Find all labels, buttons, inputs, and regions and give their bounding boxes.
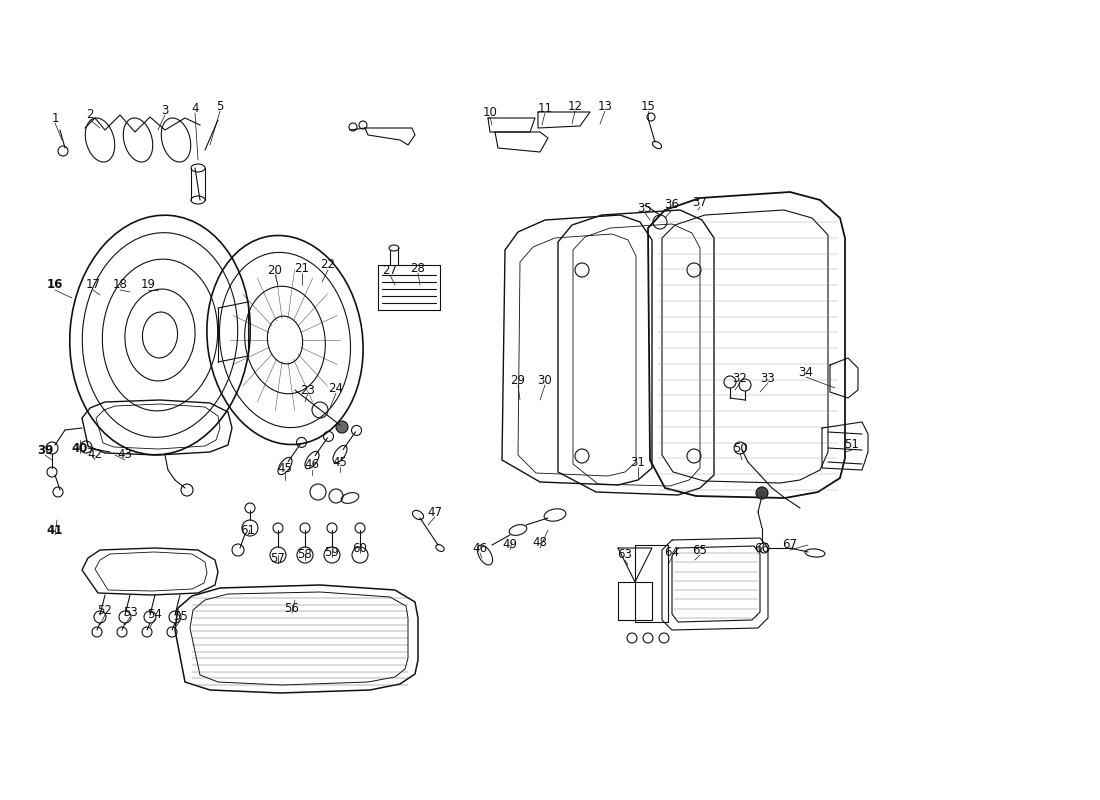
Text: 51: 51 <box>845 438 859 451</box>
Text: 64: 64 <box>664 546 680 558</box>
Text: 36: 36 <box>664 198 680 211</box>
Text: 32: 32 <box>733 371 747 385</box>
Text: 3: 3 <box>162 103 168 117</box>
Text: 67: 67 <box>782 538 797 551</box>
Text: 28: 28 <box>410 262 426 274</box>
Text: 63: 63 <box>617 549 632 562</box>
Text: 37: 37 <box>693 195 707 209</box>
Text: 57: 57 <box>271 551 285 565</box>
Text: 16: 16 <box>47 278 63 291</box>
Text: 12: 12 <box>568 99 583 113</box>
Text: 41: 41 <box>47 523 63 537</box>
Text: 10: 10 <box>483 106 497 118</box>
Text: 4: 4 <box>191 102 199 114</box>
Text: 40: 40 <box>72 442 88 454</box>
Text: 60: 60 <box>353 542 367 554</box>
Text: 18: 18 <box>112 278 128 291</box>
Text: 13: 13 <box>597 99 613 113</box>
Text: 39: 39 <box>36 443 53 457</box>
Text: 54: 54 <box>147 607 163 621</box>
Circle shape <box>756 487 768 499</box>
Text: 22: 22 <box>320 258 336 271</box>
Text: 31: 31 <box>630 455 646 469</box>
Text: 2: 2 <box>86 109 94 122</box>
Text: 42: 42 <box>88 449 102 462</box>
Text: 17: 17 <box>86 278 100 291</box>
Text: 19: 19 <box>141 278 155 291</box>
Text: 53: 53 <box>122 606 138 618</box>
Text: 59: 59 <box>324 546 340 558</box>
Text: 5: 5 <box>217 99 223 113</box>
Text: 23: 23 <box>300 383 316 397</box>
Text: 50: 50 <box>733 442 747 454</box>
Text: 21: 21 <box>295 262 309 274</box>
Text: 49: 49 <box>503 538 517 551</box>
Text: 56: 56 <box>285 602 299 614</box>
Text: 45: 45 <box>277 462 293 474</box>
Text: 58: 58 <box>298 549 312 562</box>
Text: 52: 52 <box>98 603 112 617</box>
Text: 61: 61 <box>241 523 255 537</box>
Text: 55: 55 <box>173 610 187 622</box>
Text: 46: 46 <box>473 542 487 554</box>
Text: 33: 33 <box>760 371 775 385</box>
Circle shape <box>336 421 348 433</box>
Text: 47: 47 <box>428 506 442 518</box>
Text: 65: 65 <box>693 543 707 557</box>
Text: 15: 15 <box>640 99 656 113</box>
Text: 27: 27 <box>383 263 397 277</box>
Text: 45: 45 <box>332 455 348 469</box>
Text: 20: 20 <box>267 263 283 277</box>
Text: 48: 48 <box>532 537 548 550</box>
Text: 43: 43 <box>118 449 132 462</box>
Text: 1: 1 <box>52 111 58 125</box>
Text: 29: 29 <box>510 374 526 386</box>
Text: 46: 46 <box>305 458 319 471</box>
Text: 30: 30 <box>538 374 552 386</box>
Text: 24: 24 <box>329 382 343 394</box>
Text: 34: 34 <box>799 366 813 378</box>
Text: 11: 11 <box>538 102 552 114</box>
Text: 35: 35 <box>638 202 652 214</box>
Text: 66: 66 <box>755 542 770 554</box>
